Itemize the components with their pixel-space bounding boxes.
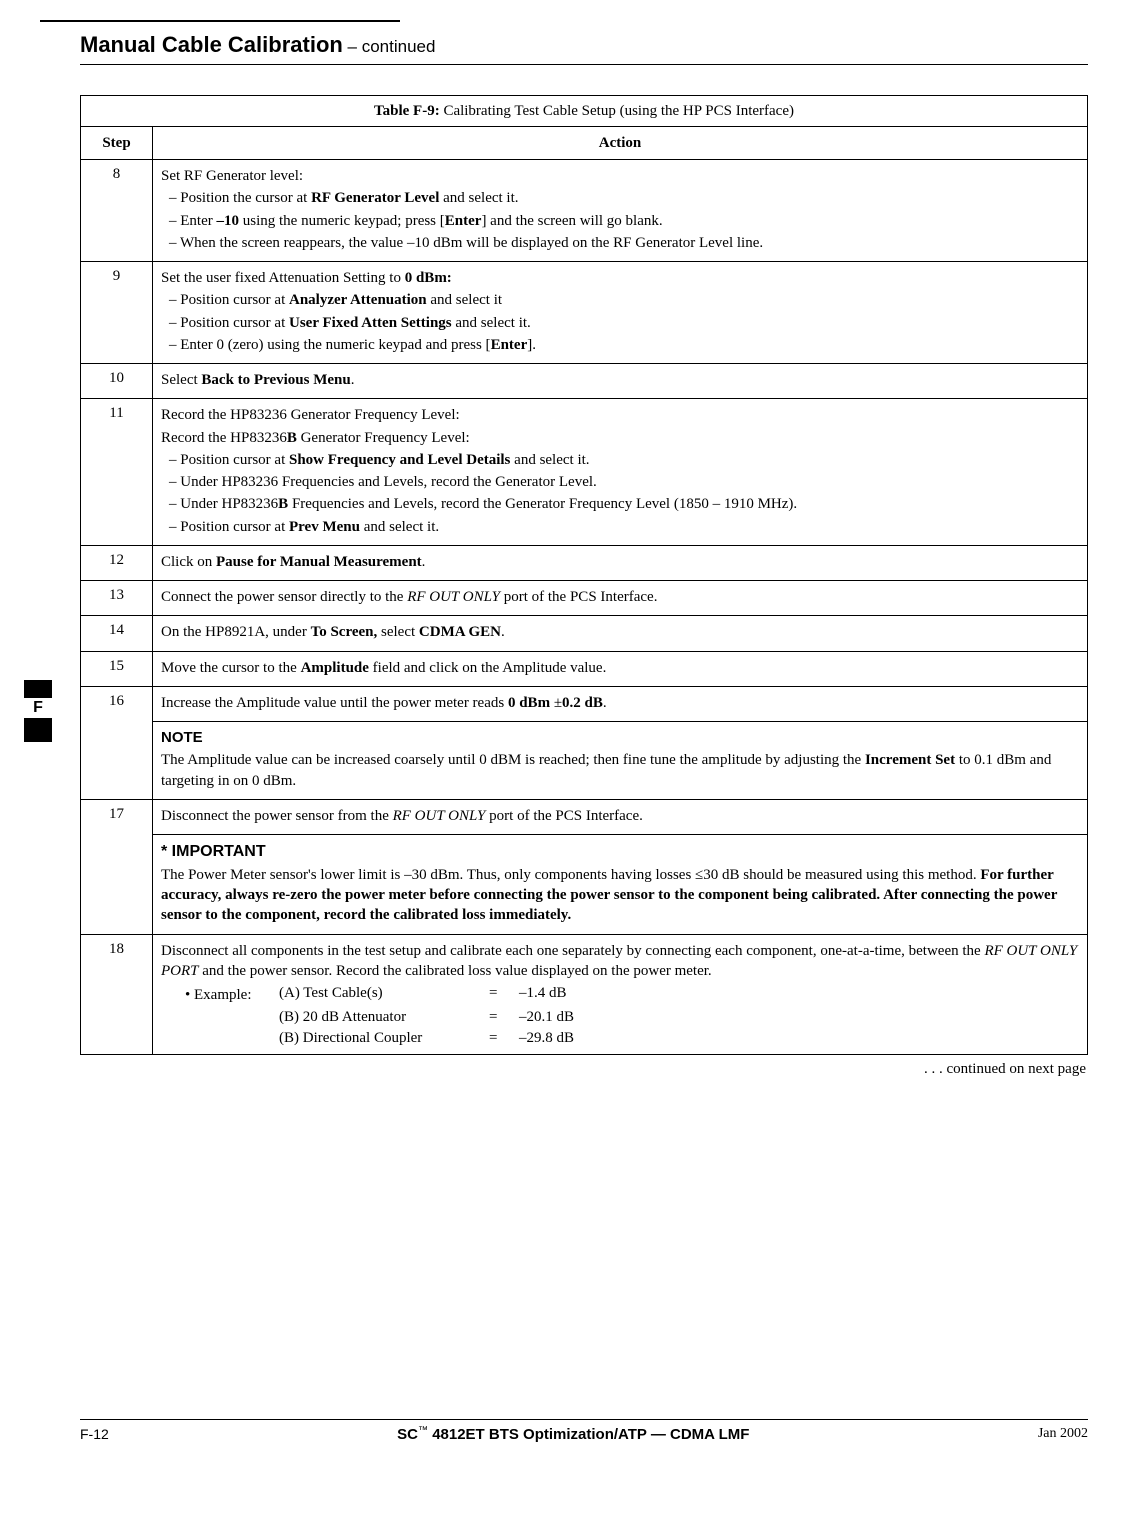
table-row: 8 Set RF Generator level: – Position the… bbox=[81, 160, 1088, 262]
ex-a-eq: = bbox=[489, 983, 519, 1007]
step-num: 14 bbox=[81, 616, 153, 651]
page-title: Manual Cable Calibration – continued bbox=[80, 30, 1088, 60]
text: The Power Meter sensor's lower limit is … bbox=[161, 865, 1079, 926]
head-step: Step bbox=[81, 126, 153, 159]
action-cell: Increase the Amplitude value until the p… bbox=[153, 686, 1088, 721]
action-cell: Record the HP83236 Generator Frequency L… bbox=[153, 399, 1088, 546]
action-cell: Set RF Generator level: – Position the c… bbox=[153, 160, 1088, 262]
table-row-important: * IMPORTANT The Power Meter sensor's low… bbox=[81, 835, 1088, 934]
text: Set RF Generator level: bbox=[161, 166, 1079, 186]
text: Increase the Amplitude value until the p… bbox=[161, 693, 1079, 713]
text: Disconnect all components in the test se… bbox=[161, 941, 1079, 982]
action-cell: Move the cursor to the Amplitude field a… bbox=[153, 651, 1088, 686]
text: – Enter –10 using the numeric keypad; pr… bbox=[161, 211, 1079, 231]
text: – Under HP83236B Frequencies and Levels,… bbox=[161, 494, 1079, 514]
text: – Position the cursor at RF Generator Le… bbox=[161, 188, 1079, 208]
text: Connect the power sensor directly to the… bbox=[161, 587, 1079, 607]
table-row: 14 On the HP8921A, under To Screen, sele… bbox=[81, 616, 1088, 651]
note-cell: NOTE The Amplitude value can be increase… bbox=[153, 722, 1088, 800]
continued-text: . . . continued on next page bbox=[80, 1059, 1086, 1079]
table-row: 15 Move the cursor to the Amplitude fiel… bbox=[81, 651, 1088, 686]
text: – Position cursor at Prev Menu and selec… bbox=[161, 517, 1079, 537]
text: – When the screen reappears, the value –… bbox=[161, 233, 1079, 253]
footer-doc-title: SC™ 4812ET BTS Optimization/ATP — CDMA L… bbox=[109, 1424, 1038, 1445]
top-rule bbox=[40, 20, 400, 22]
page-footer: F-12 SC™ 4812ET BTS Optimization/ATP — C… bbox=[80, 1419, 1088, 1445]
example-label: • Example: bbox=[179, 985, 279, 1005]
ex-b-eq: = bbox=[489, 1007, 519, 1027]
ex-a-val: –1.4 dB bbox=[519, 983, 619, 1007]
ex-c-name: (B) Directional Coupler bbox=[279, 1028, 489, 1048]
table-header-row: Step Action bbox=[81, 126, 1088, 159]
action-cell: Disconnect the power sensor from the RF … bbox=[153, 799, 1088, 834]
text: Record the HP83236 Generator Frequency L… bbox=[161, 405, 1079, 425]
text: Select Back to Previous Menu. bbox=[161, 370, 1079, 390]
text: Disconnect the power sensor from the RF … bbox=[161, 806, 1079, 826]
step-num: 16 bbox=[81, 686, 153, 799]
text: Move the cursor to the Amplitude field a… bbox=[161, 658, 1079, 678]
action-cell: Disconnect all components in the test se… bbox=[153, 934, 1088, 1054]
title-rule bbox=[80, 64, 1088, 65]
step-num: 9 bbox=[81, 262, 153, 364]
footer-page-num: F-12 bbox=[80, 1425, 109, 1444]
table-row: 9 Set the user fixed Attenuation Setting… bbox=[81, 262, 1088, 364]
text: Record the HP83236B Generator Frequency … bbox=[161, 428, 1079, 448]
action-cell: Click on Pause for Manual Measurement. bbox=[153, 545, 1088, 580]
calibration-table: Table F-9: Calibrating Test Cable Setup … bbox=[80, 95, 1088, 1055]
title-sub: – continued bbox=[343, 37, 436, 56]
step-num: 11 bbox=[81, 399, 153, 546]
footer-rule bbox=[80, 1419, 1088, 1420]
step-num: 12 bbox=[81, 545, 153, 580]
step-num: 13 bbox=[81, 581, 153, 616]
step-num: 18 bbox=[81, 934, 153, 1054]
table-row: 10 Select Back to Previous Menu. bbox=[81, 364, 1088, 399]
table-row: 17 Disconnect the power sensor from the … bbox=[81, 799, 1088, 834]
ex-c-eq: = bbox=[489, 1028, 519, 1048]
table-row: 13 Connect the power sensor directly to … bbox=[81, 581, 1088, 616]
step-num: 10 bbox=[81, 364, 153, 399]
step-num: 17 bbox=[81, 799, 153, 934]
head-action: Action bbox=[153, 126, 1088, 159]
table-row-note: NOTE The Amplitude value can be increase… bbox=[81, 722, 1088, 800]
text: – Enter 0 (zero) using the numeric keypa… bbox=[161, 335, 1079, 355]
text: Set the user fixed Attenuation Setting t… bbox=[161, 268, 1079, 288]
ex-a-name: (A) Test Cable(s) bbox=[279, 983, 489, 1007]
ex-b-name: (B) 20 dB Attenuator bbox=[279, 1007, 489, 1027]
side-tab-label: F bbox=[24, 698, 52, 718]
step-num: 8 bbox=[81, 160, 153, 262]
text: The Amplitude value can be increased coa… bbox=[161, 750, 1079, 791]
action-cell: Set the user fixed Attenuation Setting t… bbox=[153, 262, 1088, 364]
text: – Position cursor at Show Frequency and … bbox=[161, 450, 1079, 470]
ex-c-val: –29.8 dB bbox=[519, 1028, 619, 1048]
important-cell: * IMPORTANT The Power Meter sensor's low… bbox=[153, 835, 1088, 934]
caption-rest: Calibrating Test Cable Setup (using the … bbox=[440, 103, 794, 119]
table-row: 12 Click on Pause for Manual Measurement… bbox=[81, 545, 1088, 580]
table-caption-row: Table F-9: Calibrating Test Cable Setup … bbox=[81, 95, 1088, 126]
table-row: 18 Disconnect all components in the test… bbox=[81, 934, 1088, 1054]
example-grid: • Example: (A) Test Cable(s) = –1.4 dB (… bbox=[179, 983, 1079, 1048]
text: Click on Pause for Manual Measurement. bbox=[161, 552, 1079, 572]
text: – Position cursor at User Fixed Atten Se… bbox=[161, 313, 1079, 333]
title-main: Manual Cable Calibration bbox=[80, 32, 343, 57]
table-row: 16 Increase the Amplitude value until th… bbox=[81, 686, 1088, 721]
table-row: 11 Record the HP83236 Generator Frequenc… bbox=[81, 399, 1088, 546]
text: – Position cursor at Analyzer Attenuatio… bbox=[161, 290, 1079, 310]
footer-date: Jan 2002 bbox=[1038, 1425, 1088, 1444]
action-cell: Connect the power sensor directly to the… bbox=[153, 581, 1088, 616]
note-heading: NOTE bbox=[161, 728, 1079, 748]
caption-bold: Table F-9: bbox=[374, 103, 440, 119]
action-cell: Select Back to Previous Menu. bbox=[153, 364, 1088, 399]
step-num: 15 bbox=[81, 651, 153, 686]
action-cell: On the HP8921A, under To Screen, select … bbox=[153, 616, 1088, 651]
text: – Under HP83236 Frequencies and Levels, … bbox=[161, 472, 1079, 492]
text: On the HP8921A, under To Screen, select … bbox=[161, 622, 1079, 642]
important-heading: * IMPORTANT bbox=[161, 841, 1079, 863]
table-caption: Table F-9: Calibrating Test Cable Setup … bbox=[81, 95, 1088, 126]
ex-b-val: –20.1 dB bbox=[519, 1007, 619, 1027]
